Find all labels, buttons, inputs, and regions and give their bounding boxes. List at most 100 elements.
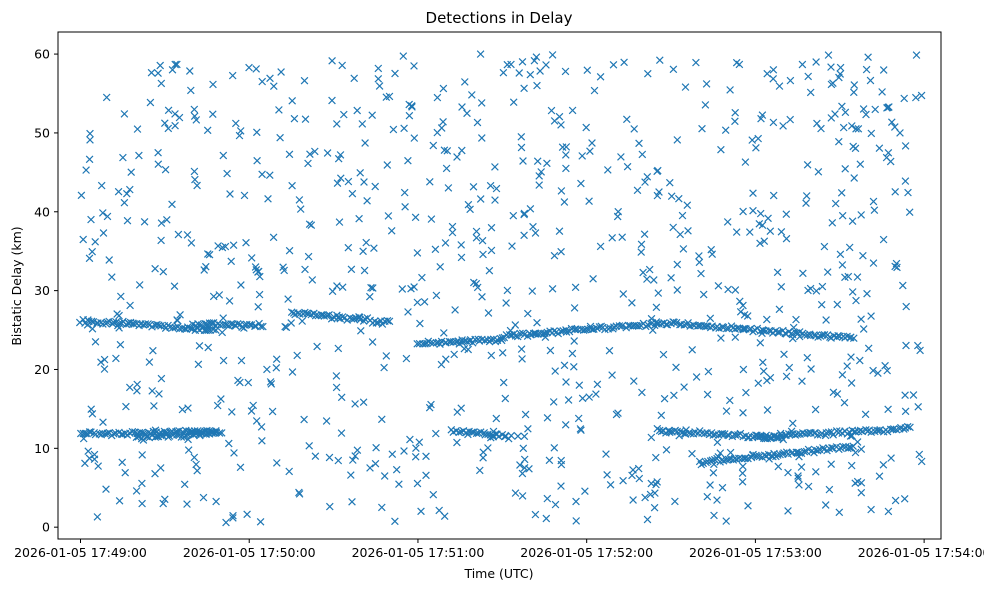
- data-point: [473, 118, 482, 127]
- data-point: [86, 136, 94, 144]
- data-point: [857, 211, 866, 219]
- data-point: [150, 402, 158, 410]
- data-point: [764, 433, 773, 441]
- data-point: [478, 236, 487, 245]
- data-point: [113, 321, 122, 330]
- data-point: [218, 243, 227, 252]
- data-point: [500, 432, 509, 441]
- data-point: [570, 337, 579, 345]
- data-point: [887, 118, 896, 127]
- data-point: [383, 316, 392, 325]
- data-point: [763, 406, 772, 414]
- data-point: [548, 51, 557, 59]
- data-point: [603, 470, 611, 479]
- data-point: [146, 98, 155, 107]
- data-point: [776, 429, 785, 438]
- data-point: [404, 156, 412, 165]
- data-point: [821, 501, 830, 509]
- data-point: [648, 326, 657, 335]
- data-point: [817, 124, 825, 133]
- data-point: [635, 139, 643, 148]
- data-point: [518, 492, 527, 500]
- data-point: [511, 489, 520, 497]
- data-point: [85, 454, 94, 463]
- data-point: [543, 159, 551, 168]
- data-point: [859, 325, 868, 333]
- data-point: [120, 110, 129, 118]
- data-point: [514, 432, 522, 441]
- data-point: [204, 343, 213, 352]
- data-point: [909, 391, 918, 399]
- data-point: [525, 464, 533, 473]
- data-point: [749, 450, 757, 459]
- data-point: [900, 494, 909, 503]
- data-point: [731, 117, 739, 126]
- data-point: [301, 115, 310, 124]
- data-point: [353, 446, 362, 455]
- data-point: [411, 452, 420, 461]
- data-point: [533, 157, 542, 166]
- data-point: [578, 152, 587, 160]
- data-point: [144, 320, 152, 328]
- data-point: [605, 346, 614, 355]
- data-point: [355, 214, 363, 223]
- data-point: [413, 298, 422, 307]
- data-point: [183, 231, 192, 239]
- data-point: [91, 237, 100, 246]
- data-point: [368, 338, 377, 346]
- data-point: [492, 414, 501, 423]
- data-point: [219, 151, 228, 160]
- data-point: [519, 157, 527, 165]
- data-point: [782, 210, 791, 219]
- data-point: [337, 393, 346, 402]
- data-point: [549, 398, 558, 406]
- data-point: [377, 415, 386, 424]
- data-point: [135, 151, 143, 160]
- data-point: [568, 106, 577, 115]
- data-point: [901, 407, 910, 416]
- data-point: [300, 415, 308, 424]
- data-point: [812, 287, 821, 295]
- data-point: [305, 441, 314, 450]
- data-point: [443, 146, 452, 155]
- data-point: [335, 218, 344, 226]
- data-point: [688, 345, 697, 354]
- data-point: [427, 215, 436, 223]
- data-point: [722, 324, 731, 333]
- data-point: [660, 394, 669, 403]
- data-point: [97, 181, 106, 190]
- data-point: [433, 128, 442, 137]
- data-point: [863, 289, 871, 298]
- data-point: [672, 363, 680, 372]
- data-point: [425, 403, 434, 412]
- data-point: [168, 200, 176, 209]
- data-point: [875, 144, 884, 153]
- data-point: [171, 60, 180, 69]
- data-point: [866, 76, 875, 85]
- data-point: [891, 187, 900, 196]
- data-point: [837, 188, 846, 197]
- data-point: [170, 282, 179, 291]
- data-point: [157, 322, 165, 330]
- data-point: [156, 464, 165, 472]
- data-point: [718, 483, 727, 492]
- data-point: [377, 503, 386, 512]
- data-point: [884, 148, 893, 157]
- data-point: [517, 143, 526, 152]
- data-point: [593, 380, 602, 389]
- data-point: [258, 77, 267, 86]
- data-point: [157, 236, 165, 245]
- data-point: [499, 378, 508, 387]
- data-point: [884, 507, 893, 516]
- data-point: [116, 292, 125, 301]
- data-point: [550, 443, 559, 452]
- data-point: [433, 93, 442, 102]
- data-point: [845, 243, 854, 252]
- data-point: [799, 269, 807, 278]
- data-point: [657, 427, 666, 436]
- data-point: [328, 56, 336, 65]
- data-point: [183, 500, 191, 508]
- data-point: [245, 320, 254, 329]
- data-point: [585, 197, 593, 206]
- data-point: [517, 132, 526, 141]
